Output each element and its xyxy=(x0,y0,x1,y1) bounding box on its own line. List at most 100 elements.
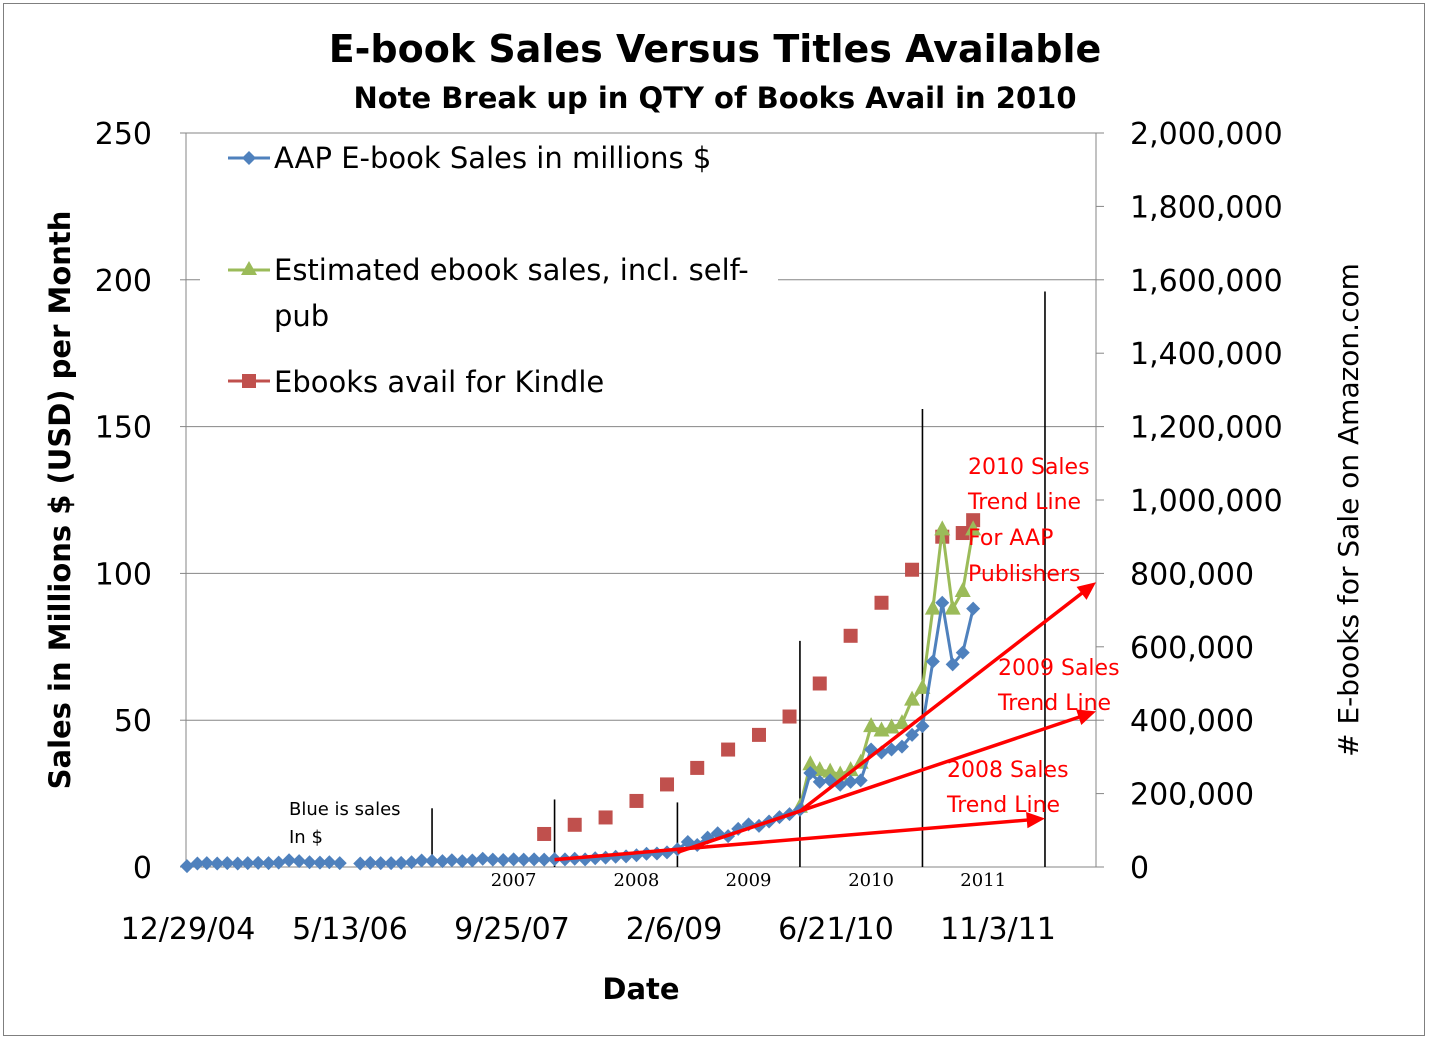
year-label-2008: 2008 xyxy=(614,870,660,891)
aap-point-34 xyxy=(537,852,552,867)
aap-point-30 xyxy=(496,852,511,867)
kindle-point-6 xyxy=(721,742,736,757)
year-label-2010: 2010 xyxy=(848,870,894,891)
x-tick-label-3: 2/6/09 xyxy=(626,912,723,947)
aap-point-12 xyxy=(302,855,317,870)
y2-axis-label: # E-books for Sale on Amazon.com xyxy=(1332,263,1365,757)
x-tick-label-2: 9/25/07 xyxy=(454,912,570,947)
year-label-2009: 2009 xyxy=(726,870,772,891)
y2-tick-label-2: 400,000 xyxy=(1130,704,1254,739)
aap-point-25 xyxy=(444,853,459,868)
aap-point-4 xyxy=(220,856,235,871)
annotation-2008-line-2: Trend Line xyxy=(946,793,1060,818)
estimated-point-12 xyxy=(914,678,931,694)
aap-point-20 xyxy=(394,855,409,870)
legend-background xyxy=(200,134,778,409)
aap-point-68 xyxy=(884,742,899,757)
estimated-point-11 xyxy=(904,690,921,706)
legend-aap-label: AAP E-book Sales in millions $ xyxy=(274,141,711,175)
annotation-2009-line-2: Trend Line xyxy=(997,691,1111,716)
aap-point-16 xyxy=(353,856,368,871)
aap-point-21 xyxy=(404,855,419,870)
aap-point-28 xyxy=(475,851,490,866)
aap-point-22 xyxy=(414,853,429,868)
annotation-2010-trend: 2010 Sales Trend Line For AAP Publishers xyxy=(967,455,1090,587)
estimated-point-3 xyxy=(822,762,839,778)
trend-arrowhead-2 xyxy=(1076,582,1096,600)
series-estimated xyxy=(791,520,982,813)
aap-point-19 xyxy=(384,856,399,871)
series-kindle xyxy=(537,513,981,841)
x-tick-label-4: 6/21/10 xyxy=(778,912,894,947)
y-tick-label-0: 0 xyxy=(133,851,152,886)
y2-tick-label-10: 2,000,000 xyxy=(1130,117,1283,152)
y-tick-label-250: 250 xyxy=(95,117,152,152)
kindle-point-14 xyxy=(955,526,970,541)
annotation-2009-line-1: 2009 Sales xyxy=(998,656,1120,681)
kindle-point-1 xyxy=(567,817,582,832)
kindle-point-5 xyxy=(690,760,705,775)
aap-point-23 xyxy=(425,853,440,868)
y2-tick-label-6: 1,200,000 xyxy=(1130,411,1283,446)
aap-point-10 xyxy=(282,853,297,868)
aap-point-9 xyxy=(271,855,286,870)
legend-est-marker xyxy=(241,261,257,275)
kindle-point-15 xyxy=(966,513,981,528)
legend: AAP E-book Sales in millions $ Estimated… xyxy=(200,134,778,409)
y-tick-label-200: 200 xyxy=(95,264,152,299)
y-axis-label: Sales in Millions $ (USD) per Month xyxy=(43,211,77,790)
year-labels: 2007 2008 2009 2010 2011 xyxy=(491,870,1006,891)
aap-point-6 xyxy=(240,856,255,871)
y2-tick-label-7: 1,400,000 xyxy=(1130,337,1283,372)
annotation-2010-line-2: Trend Line xyxy=(967,490,1081,515)
y2-tick-label-3: 600,000 xyxy=(1130,631,1254,666)
x-tick-labels: 12/29/04 5/13/06 9/25/07 2/6/09 6/21/10 11/3/… xyxy=(121,912,1056,947)
aap-point-13 xyxy=(312,855,327,870)
y-tick-label-100: 100 xyxy=(95,557,152,592)
legend-aap-marker xyxy=(242,151,256,165)
year-label-2007: 2007 xyxy=(491,870,537,891)
aap-point-32 xyxy=(516,852,531,867)
annotation-2010-line-3: For AAP xyxy=(968,526,1053,551)
estimated-point-10 xyxy=(893,714,910,730)
trend-line-0 xyxy=(554,818,1028,862)
y2-tick-label-0: 0 xyxy=(1130,851,1149,886)
aap-point-0 xyxy=(180,859,195,874)
chart-title: E-book Sales Versus Titles Available xyxy=(329,27,1102,71)
legend-est-label-2: pub xyxy=(274,299,329,333)
kindle-point-2 xyxy=(598,810,613,825)
aap-point-70 xyxy=(905,727,920,742)
aap-point-74 xyxy=(945,657,960,672)
kindle-point-3 xyxy=(629,793,644,808)
y2-tick-label-9: 1,800,000 xyxy=(1130,190,1283,225)
y-tick-labels: 0 50 100 150 200 250 xyxy=(95,117,152,886)
annotation-2008-trend: 2008 Sales Trend Line xyxy=(946,758,1069,818)
estimated-point-16 xyxy=(954,582,971,598)
kindle-point-4 xyxy=(660,777,675,792)
y2-tick-labels: 0 200,000 400,000 600,000 800,000 1,000,000 1,… xyxy=(1130,117,1283,886)
annotation-2010-line-1: 2010 Sales xyxy=(968,455,1090,480)
aap-point-71 xyxy=(915,719,930,734)
aap-point-29 xyxy=(485,852,500,867)
x-axis-label: Date xyxy=(602,972,679,1006)
y2-tick-label-5: 1,000,000 xyxy=(1130,484,1283,519)
aap-point-7 xyxy=(251,855,266,870)
estimated-point-15 xyxy=(944,599,961,615)
aap-point-65 xyxy=(853,773,868,788)
aap-point-61 xyxy=(812,774,827,789)
x-tick-label-1: 5/13/06 xyxy=(292,912,408,947)
kindle-point-8 xyxy=(782,709,797,724)
estimated-point-1 xyxy=(802,755,819,771)
aap-point-18 xyxy=(373,856,388,871)
kindle-point-10 xyxy=(843,628,858,643)
gridlines xyxy=(186,132,1096,721)
aap-point-27 xyxy=(465,853,480,868)
x-tick-label-0: 12/29/04 xyxy=(121,912,256,947)
estimated-point-9 xyxy=(883,718,900,734)
y2-tick-label-4: 800,000 xyxy=(1130,557,1254,592)
legend-est-label-1: Estimated ebook sales, incl. self- xyxy=(274,253,749,287)
aap-point-1 xyxy=(190,856,205,871)
annotation-2010-line-4: Publishers xyxy=(968,562,1080,587)
aap-point-8 xyxy=(261,856,276,871)
